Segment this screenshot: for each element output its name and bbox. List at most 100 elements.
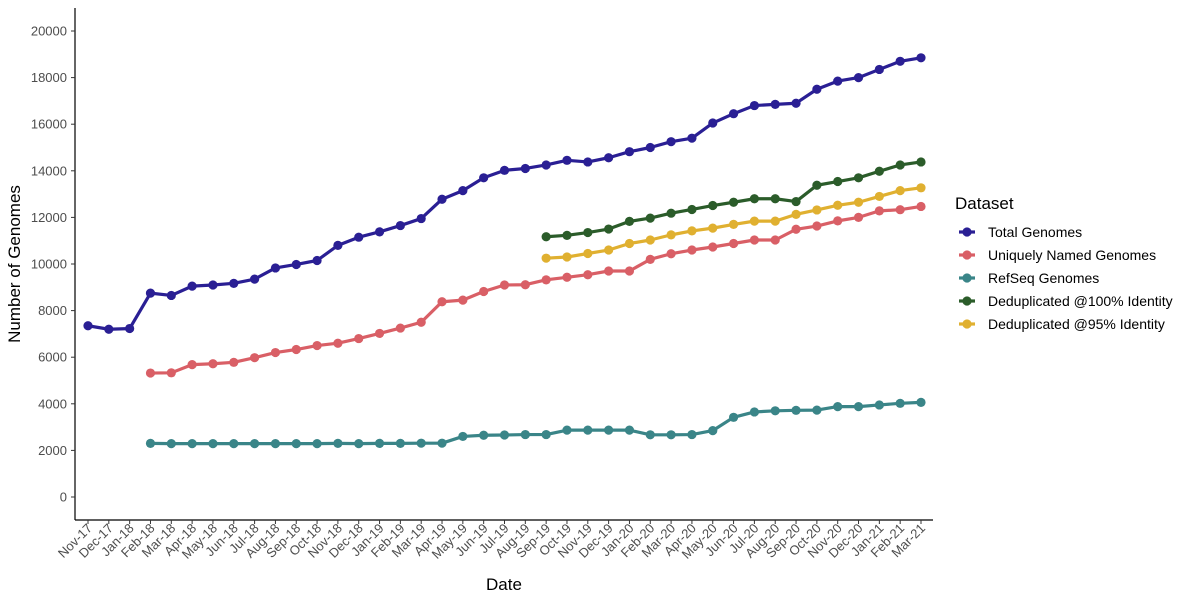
data-point (791, 98, 801, 108)
legend-swatch-point (962, 273, 972, 283)
data-point (666, 208, 676, 218)
data-point (374, 438, 385, 449)
data-point (624, 425, 635, 435)
data-point (708, 242, 718, 252)
data-point (916, 53, 926, 63)
data-point (770, 406, 780, 416)
legend-item: RefSeq Genomes (959, 270, 1099, 286)
y-tick-label: 10000 (31, 257, 67, 272)
data-point (562, 425, 572, 435)
data-point (499, 280, 510, 290)
data-point (728, 238, 739, 249)
data-point (583, 425, 593, 435)
data-point (145, 288, 156, 298)
x-axis-title: Date (486, 575, 522, 594)
data-point (374, 328, 385, 339)
x-axis-ticks: Nov-17Dec-17Jan-18Feb-18Mar-18Apr-18May-… (55, 520, 928, 562)
data-point (687, 204, 697, 215)
data-point (916, 157, 926, 167)
data-point (791, 405, 801, 415)
y-tick-label: 4000 (38, 396, 67, 411)
legend-swatch-point (962, 227, 972, 237)
data-point (291, 259, 301, 270)
data-point (645, 213, 655, 223)
data-point (187, 281, 197, 291)
data-point (437, 297, 447, 307)
data-point (479, 286, 489, 297)
data-point (645, 235, 655, 245)
y-tick-label: 16000 (31, 117, 67, 132)
data-point (416, 317, 426, 327)
data-point (458, 295, 468, 305)
data-point (458, 431, 468, 442)
data-point (791, 196, 801, 207)
data-point (604, 425, 614, 435)
data-point (354, 333, 364, 344)
data-point (895, 205, 905, 215)
data-point (583, 270, 593, 280)
data-point (562, 155, 572, 165)
series-4 (541, 157, 926, 242)
data-point (541, 232, 551, 242)
data-point (250, 439, 260, 449)
data-point (374, 227, 385, 237)
data-point (395, 323, 405, 333)
data-point (312, 439, 322, 449)
data-point (770, 194, 780, 204)
y-tick-label: 12000 (31, 210, 67, 225)
data-point (833, 200, 843, 210)
data-point (833, 176, 843, 187)
data-point (853, 212, 864, 222)
data-point (624, 238, 635, 249)
data-point (812, 84, 822, 94)
y-axis-title: Number of Genomes (5, 185, 24, 343)
data-point (354, 439, 364, 449)
legend-label: Total Genomes (988, 224, 1082, 240)
data-point (583, 227, 593, 238)
y-axis-ticks: 0 2000 4000 6000 8000 10000 12000 14000 16000 180… (31, 24, 75, 505)
legend-swatch-point (962, 319, 972, 329)
data-point (812, 405, 822, 415)
data-point (812, 221, 822, 231)
data-point (708, 118, 718, 128)
data-point (145, 368, 156, 378)
data-point (728, 109, 739, 119)
data-point (666, 430, 676, 440)
data-point (749, 100, 760, 111)
series-2 (145, 201, 926, 378)
data-point (604, 245, 614, 255)
data-point (208, 359, 218, 369)
series-line (148, 204, 923, 375)
data-point (125, 323, 135, 334)
data-point (83, 321, 93, 331)
data-point (145, 438, 156, 449)
data-point (250, 353, 260, 363)
data-point (874, 64, 884, 75)
legend-item: Uniquely Named Genomes (959, 247, 1156, 263)
legend-label: RefSeq Genomes (988, 270, 1099, 286)
y-tick-label: 6000 (38, 350, 67, 365)
series-3 (145, 397, 926, 449)
y-tick-label: 8000 (38, 303, 67, 318)
y-tick-label: 18000 (31, 70, 67, 85)
legend-item: Deduplicated @100% Identity (959, 293, 1173, 309)
data-point (437, 194, 447, 204)
data-point (333, 338, 343, 348)
data-point (853, 402, 864, 412)
legend: Dataset Total Genomes Uniquely Named Geno… (955, 194, 1173, 332)
data-point (895, 186, 905, 196)
data-point (895, 160, 905, 170)
legend-item: Total Genomes (959, 224, 1082, 240)
data-point (166, 368, 176, 378)
data-point (833, 402, 843, 412)
y-tick-label: 0 (60, 490, 67, 505)
series-5 (541, 183, 926, 263)
data-point (395, 220, 405, 231)
data-point (604, 153, 614, 163)
data-point (708, 426, 718, 436)
legend-swatch-point (962, 250, 972, 260)
data-point (583, 248, 593, 259)
data-point (208, 280, 218, 290)
data-point (728, 219, 739, 229)
data-point (270, 347, 281, 358)
